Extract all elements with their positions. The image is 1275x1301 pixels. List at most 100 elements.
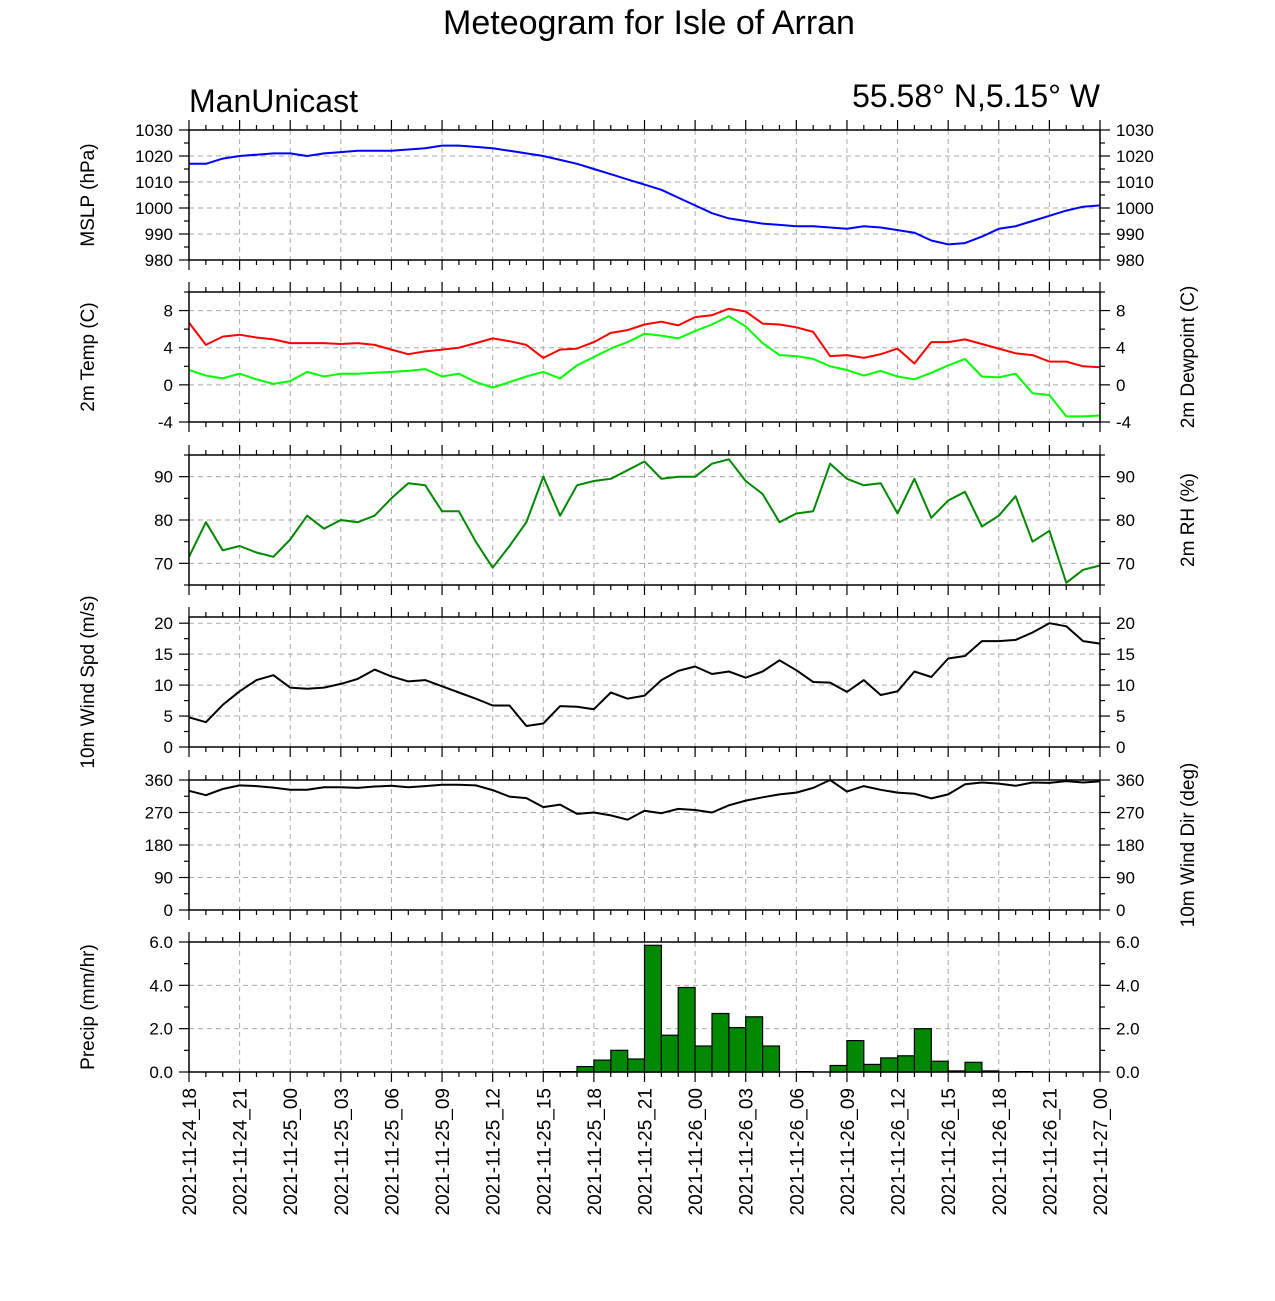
panel-2: 70 70 80 80 90 90 2m RH (%): [154, 445, 1199, 595]
y-tick-label: 1020: [135, 147, 173, 166]
series-line-0: [188, 307, 1101, 369]
y-tick-label-right: 0: [1116, 376, 1125, 395]
x-tick-label: 2021-11-25_21: [636, 1088, 657, 1215]
time-axis: 2021-11-24_18 2021-11-24_21 2021-11-25_00 2…: [180, 1088, 1112, 1215]
x-tick-label: 2021-11-24_18: [180, 1088, 201, 1215]
y-axis-title: MSLP (hPa): [78, 143, 99, 246]
y-axis-title: 10m Wind Spd (m/s): [78, 595, 99, 768]
y-tick-label: 10: [154, 676, 173, 695]
y-tick-label: 1000: [135, 199, 173, 218]
panel-0: 980 980 990 990 1000 1000 1010 1010 1020 1020 1030…: [78, 120, 1154, 270]
y-tick-label-right: 270: [1116, 804, 1144, 823]
series-line-0: [189, 144, 1101, 246]
y-tick-label: 4.0: [149, 976, 173, 995]
y-tick-label-right: 360: [1116, 771, 1144, 790]
panel-5: 0.0 0.0 2.0 2.0 4.0 4.0 6.0 6.0 Precip (mm/hr): [78, 932, 1140, 1082]
location-label: 55.58° N,5.15° W: [852, 78, 1101, 114]
x-tick-label: 2021-11-25_18: [585, 1088, 606, 1215]
y-tick-label-right: 1020: [1116, 147, 1154, 166]
y-tick-label-right: 8: [1116, 302, 1125, 321]
x-tick-label: 2021-11-26_06: [787, 1088, 808, 1215]
x-tick-label: 2021-11-25_09: [433, 1088, 454, 1215]
precip-bar: [863, 1063, 882, 1073]
y-tick-label: 2.0: [149, 1020, 173, 1039]
y-tick-label-right: 90: [1116, 468, 1135, 487]
precip-bar: [846, 1039, 865, 1073]
x-tick-label: 2021-11-26_18: [990, 1088, 1011, 1215]
precip-bar: [896, 1055, 916, 1073]
y-tick-label: 0: [164, 901, 173, 920]
y-tick-label: 990: [145, 225, 173, 244]
precip-bar: [964, 1061, 983, 1073]
x-tick-label: 2021-11-26_09: [838, 1088, 859, 1215]
panel-frame: [188, 616, 1101, 748]
x-tick-label: 2021-11-26_00: [686, 1088, 707, 1215]
precip-bar: [761, 1045, 781, 1073]
y-tick-label-right: 990: [1116, 225, 1144, 244]
y-tick-label: 20: [154, 614, 173, 633]
precip-bar: [930, 1060, 949, 1073]
y-tick-label: 90: [154, 869, 173, 888]
y-tick-label-right: 10: [1116, 676, 1135, 695]
y-tick-label: 6.0: [149, 933, 173, 952]
x-tick-label: 2021-11-26_15: [939, 1088, 960, 1215]
x-tick-label: 2021-11-25_00: [281, 1088, 302, 1215]
y-tick-label-right: 1000: [1116, 199, 1154, 218]
y-tick-label: 0: [164, 738, 173, 757]
panel-frame: [188, 454, 1101, 586]
y-tick-label: 70: [154, 554, 173, 573]
x-tick-label: 2021-11-26_03: [737, 1088, 758, 1215]
y-tick-label: 270: [145, 804, 173, 823]
y-tick-label-right: 1030: [1116, 121, 1154, 140]
precip-bar: [576, 1065, 595, 1073]
series-line-0: [188, 622, 1101, 727]
y-tick-label: 0.0: [149, 1063, 173, 1082]
y-tick-label: 0: [164, 376, 173, 395]
y-tick-label-right: 2.0: [1116, 1020, 1140, 1039]
x-tick-label: 2021-11-25_03: [332, 1088, 353, 1215]
x-tick-label: 2021-11-27_00: [1091, 1088, 1112, 1215]
x-tick-label: 2021-11-26_21: [1040, 1088, 1061, 1215]
y-axis-title-right: 2m Dewpoint (C): [1178, 286, 1199, 429]
precip-bar: [643, 944, 662, 1073]
panel-frame: [188, 941, 1101, 1073]
precip-bar: [829, 1064, 848, 1073]
y-axis-title-right: 10m Wind Dir (deg): [1178, 763, 1199, 928]
precip-bar: [677, 986, 696, 1073]
precip-bar: [745, 1016, 764, 1073]
x-tick-label: 2021-11-26_12: [889, 1088, 910, 1215]
y-tick-label-right: 980: [1116, 251, 1144, 270]
x-tick-label: 2021-11-25_12: [484, 1088, 505, 1215]
y-tick-label: 1010: [135, 173, 173, 192]
y-tick-label-right: 15: [1116, 645, 1135, 664]
precip-bar: [610, 1049, 629, 1073]
y-tick-label: 90: [154, 468, 173, 487]
x-tick-label: 2021-11-25_15: [534, 1088, 555, 1215]
y-tick-label-right: 0.0: [1116, 1063, 1140, 1082]
y-tick-label: 360: [145, 771, 173, 790]
y-tick-label-right: 4: [1116, 339, 1125, 358]
series-line-0: [188, 779, 1101, 821]
panel-3: 0 0 5 5 10 10 15 15 20 20 10m Wind Spd (m/s): [78, 595, 1135, 768]
y-tick-label-right: 90: [1116, 869, 1135, 888]
y-tick-label: -4: [158, 413, 173, 432]
precip-bar: [626, 1058, 646, 1073]
precip-bar: [593, 1059, 612, 1073]
y-tick-label-right: 6.0: [1116, 933, 1140, 952]
y-tick-label-right: 70: [1116, 554, 1135, 573]
y-tick-label: 8: [164, 302, 173, 321]
y-tick-label-right: 80: [1116, 511, 1135, 530]
y-tick-label: 4: [164, 339, 173, 358]
y-axis-title-right: 2m RH (%): [1178, 473, 1199, 567]
source-label: ManUnicast: [189, 83, 358, 119]
panel-frame: [188, 129, 1101, 261]
panel-frame: [188, 291, 1101, 423]
panel-4: 0 0 90 90 180 180 270 270 360 360 10m Wind Dir (de…: [145, 763, 1199, 928]
y-tick-label: 180: [145, 836, 173, 855]
y-tick-label-right: -4: [1116, 413, 1131, 432]
precip-bar: [660, 1034, 679, 1073]
panel-1: -4 -4 0 0 4 4 8 8 2m Temp (C) 2m Dewpoint (C): [78, 282, 1199, 432]
x-tick-label: 2021-11-25_06: [382, 1088, 403, 1215]
precip-bar: [694, 1045, 713, 1073]
